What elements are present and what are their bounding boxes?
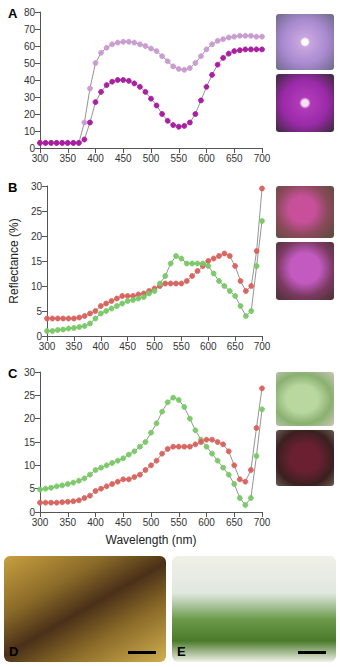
svg-text:600: 600 — [198, 517, 215, 528]
svg-text:10: 10 — [24, 460, 36, 471]
svg-text:5: 5 — [36, 306, 42, 317]
svg-text:600: 600 — [198, 153, 215, 164]
svg-text:30: 30 — [31, 181, 43, 192]
svg-text:400: 400 — [87, 153, 104, 164]
svg-text:550: 550 — [170, 153, 187, 164]
html-text:D: D — [9, 644, 19, 659]
html-text:E: E — [177, 644, 186, 659]
svg-text:550: 550 — [173, 341, 190, 352]
svg-text:60: 60 — [24, 41, 36, 52]
svg-text:20: 20 — [24, 109, 36, 120]
svg-text:20: 20 — [31, 231, 43, 242]
svg-text:450: 450 — [119, 341, 136, 352]
svg-text:70: 70 — [24, 24, 36, 35]
svg-text:600: 600 — [200, 341, 217, 352]
svg-text:80: 80 — [24, 7, 36, 18]
svg-text:650: 650 — [226, 517, 243, 528]
svg-text:700: 700 — [254, 341, 271, 352]
svg-text:Reflectance (%): Reflectance (%) — [7, 218, 21, 303]
svg-text:25: 25 — [31, 206, 43, 217]
svg-text:10: 10 — [24, 126, 36, 137]
svg-text:500: 500 — [143, 153, 160, 164]
svg-text:0: 0 — [36, 330, 42, 342]
svg-text:500: 500 — [146, 341, 163, 352]
svg-text:450: 450 — [115, 153, 132, 164]
svg-text:A: A — [8, 6, 18, 21]
svg-text:25: 25 — [24, 390, 36, 401]
svg-text:300: 300 — [32, 517, 49, 528]
svg-text:0: 0 — [29, 506, 35, 518]
svg-text:300: 300 — [32, 153, 49, 164]
svg-text:700: 700 — [254, 517, 271, 528]
svg-text:30: 30 — [24, 367, 36, 378]
svg-text:50: 50 — [24, 58, 36, 69]
svg-text:350: 350 — [66, 341, 83, 352]
svg-text:40: 40 — [24, 75, 36, 86]
svg-text:30: 30 — [24, 92, 36, 103]
svg-text:550: 550 — [170, 517, 187, 528]
svg-text:650: 650 — [226, 153, 243, 164]
svg-text:400: 400 — [92, 341, 109, 352]
svg-text:350: 350 — [59, 153, 76, 164]
svg-text:300: 300 — [39, 341, 56, 352]
svg-text:20: 20 — [24, 413, 36, 424]
svg-text:0: 0 — [29, 142, 35, 154]
svg-text:450: 450 — [115, 517, 132, 528]
svg-text:700: 700 — [254, 153, 271, 164]
svg-text:500: 500 — [143, 517, 160, 528]
svg-text:15: 15 — [31, 256, 43, 267]
svg-text:350: 350 — [59, 517, 76, 528]
svg-text:5: 5 — [29, 483, 35, 494]
svg-text:15: 15 — [24, 437, 36, 448]
svg-text:C: C — [8, 366, 18, 381]
svg-text:10: 10 — [31, 281, 43, 292]
svg-text:Wavelength (nm): Wavelength (nm) — [106, 533, 197, 547]
svg-text:B: B — [8, 180, 17, 195]
svg-text:400: 400 — [87, 517, 104, 528]
svg-text:650: 650 — [227, 341, 244, 352]
